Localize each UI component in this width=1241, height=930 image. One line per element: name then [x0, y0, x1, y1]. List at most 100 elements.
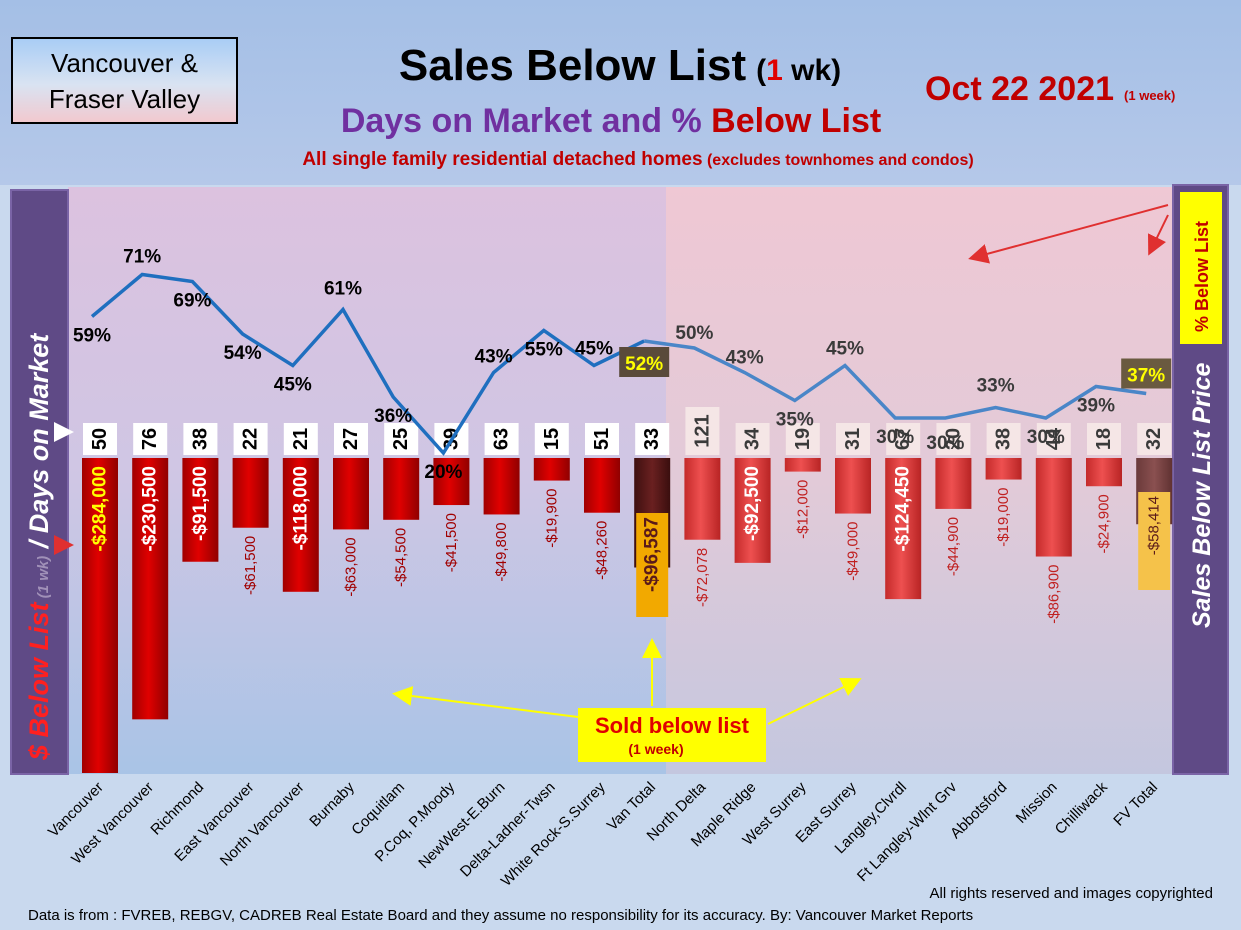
dom-value-8: 63: [491, 428, 513, 450]
dollar-bar-16: [885, 458, 922, 600]
category-label-17: Ft Langley-Wlnt Grv: [854, 778, 961, 885]
category-label-21: FV Total: [1110, 779, 1161, 830]
pct-line-fraser-valley: [643, 339, 1147, 420]
dom-value-20: 18: [1093, 428, 1115, 450]
dom-value-21: 32: [1143, 428, 1165, 450]
dollar-label-3: -$61,500: [242, 536, 259, 595]
dom-cell-12: [685, 407, 720, 455]
region-label-line2: Fraser Valley: [48, 84, 201, 114]
region-label-line1: Vancouver &: [51, 48, 198, 78]
dollar-bar-7: [433, 458, 470, 506]
dollar-label-15: -$49,000: [845, 522, 862, 581]
dom-cell-10: [585, 423, 619, 455]
category-label-5: Burnaby: [306, 778, 358, 830]
pct-total-box-11: [619, 347, 670, 377]
dollar-bar-18: [985, 458, 1022, 480]
pct-label-4: 45%: [274, 375, 312, 396]
dom-value-16: 67: [892, 428, 914, 450]
pct-label-5: 61%: [324, 279, 362, 300]
pct-label-10: 45%: [575, 339, 613, 360]
pct-label-21: 37%: [1127, 366, 1165, 387]
dom-cell-21: [1137, 423, 1172, 455]
pct-label-9: 55%: [525, 340, 563, 361]
dom-cell-13: [735, 423, 770, 455]
dom-cell-20: [1087, 423, 1121, 455]
total-label-highlight-11: [636, 513, 669, 617]
annotation-subtext: (1 week): [628, 741, 683, 757]
pct-label-14: 35%: [776, 410, 814, 431]
dom-cell-5: [334, 423, 368, 455]
dollar-label-9: -$19,900: [543, 489, 560, 548]
dom-value-4: 21: [290, 428, 312, 450]
dollar-bar-10: [584, 458, 620, 513]
pct-label-17: 30%: [926, 433, 964, 454]
dom-value-1: 76: [139, 428, 161, 450]
dollar-label-20: -$24,900: [1096, 494, 1113, 553]
dom-value-12: 121: [691, 414, 713, 447]
dom-cell-3: [233, 423, 268, 455]
pct-label-13: 43%: [726, 348, 764, 369]
dollar-label-8: -$49,800: [493, 522, 510, 581]
pct-label-11: 52%: [625, 354, 663, 375]
dollar-bar-9: [533, 458, 570, 481]
dollar-label-1: -$230,500: [140, 466, 161, 552]
dom-cell-14: [785, 423, 820, 455]
copyright-note: All rights reserved and images copyright…: [930, 885, 1213, 902]
dom-value-3: 22: [240, 428, 262, 450]
pct-label-16: 30%: [876, 427, 914, 448]
dollar-bar-17: [935, 458, 972, 509]
dollar-label-11: -$96,587: [642, 517, 663, 592]
dom-cell-8: [484, 423, 519, 455]
dollar-bar-12: [684, 458, 721, 540]
dollar-bar-2: [182, 458, 219, 562]
pct-label-19: 30%: [1027, 427, 1065, 448]
pct-total-box-21: [1121, 358, 1172, 389]
dollar-label-13: -$92,500: [742, 466, 763, 541]
dom-value-13: 34: [742, 427, 764, 450]
dollar-bar-4: [282, 458, 319, 592]
dom-value-18: 38: [993, 428, 1015, 450]
source-note: Data is from : FVREB, REBGV, CADREB Real…: [28, 907, 973, 924]
pct-label-12: 50%: [675, 323, 713, 344]
dollar-bar-14: [784, 458, 821, 472]
dollar-label-16: -$124,450: [893, 466, 914, 552]
pct-line-vancouver: [90, 272, 645, 456]
dollar-bar-0: [82, 458, 118, 773]
dom-cell-11: [635, 423, 670, 455]
bars-layer: -$284,000 -$230,500 -$91,500 -$61,500 -$118,…: [82, 458, 1173, 773]
pct-label-20: 39%: [1077, 396, 1115, 417]
dom-value-6: 25: [390, 428, 412, 450]
dollar-label-17: -$44,900: [945, 517, 962, 576]
dom-value-11: 33: [641, 428, 663, 450]
dollar-label-7: -$41,500: [443, 513, 460, 572]
dom-cell-16: [886, 423, 921, 455]
annotation-box: [578, 708, 766, 762]
dom-value-2: 38: [189, 428, 211, 450]
left-axis-panel: [10, 189, 69, 775]
right-axis-title: Sales Below List Price: [1188, 363, 1216, 628]
chart-subtitle: Days on Market and % Below List: [341, 102, 881, 140]
pct-label-1: 71%: [123, 247, 161, 268]
pct-label-3: 54%: [224, 343, 262, 364]
category-label-20: Chilliwack: [1052, 778, 1112, 838]
dom-value-10: 51: [591, 428, 613, 450]
chart-title: Sales Below List (1 wk): [399, 41, 841, 90]
dom-cell-15: [836, 423, 870, 455]
pct-label-18: 33%: [977, 376, 1015, 397]
dom-cell-1: [133, 423, 168, 455]
dollar-label-12: -$72,078: [694, 548, 711, 607]
annotation-text: Sold below list: [595, 713, 750, 738]
dom-value-5: 27: [340, 428, 362, 450]
pct-legend-arrow-point: [1148, 214, 1169, 256]
dom-value-19: 44: [1043, 427, 1065, 450]
dom-cell-6: [384, 423, 419, 455]
dom-cell-0: [83, 423, 117, 455]
dollar-bar-19: [1035, 458, 1072, 557]
dollar-bar-8: [483, 458, 520, 515]
annotation-arrow-right: [767, 678, 862, 725]
dollar-bar-15: [835, 458, 871, 514]
dom-value-9: 15: [541, 428, 563, 450]
dom-value-14: 19: [792, 428, 814, 450]
